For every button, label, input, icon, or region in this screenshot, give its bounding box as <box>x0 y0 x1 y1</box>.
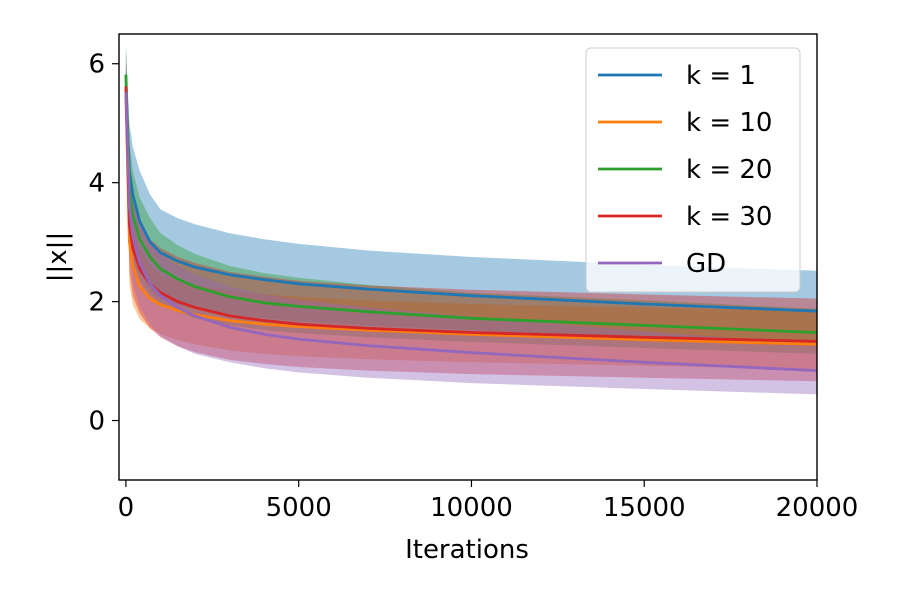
legend-label-k-30: k = 30 <box>686 202 772 232</box>
y-axis-label: ||x|| <box>43 232 73 282</box>
legend-label-k-20: k = 20 <box>686 155 772 185</box>
legend-label-gd: GD <box>686 249 726 279</box>
legend-label-k-1: k = 1 <box>686 61 756 91</box>
x-tick-label: 20000 <box>776 493 859 523</box>
x-tick-label: 15000 <box>603 493 686 523</box>
band-gd <box>125 63 817 395</box>
y-tick-label: 2 <box>88 288 105 318</box>
legend: k = 1 k = 10 k = 20 k = 30 GD <box>585 47 801 293</box>
y-tick-label: 4 <box>88 169 105 199</box>
plot-frame <box>118 33 818 481</box>
series-lines <box>124 74 817 373</box>
x-tick-label: 5000 <box>266 493 332 523</box>
x-tick-label: 10000 <box>430 493 513 523</box>
legend-frame <box>585 47 801 293</box>
band-k-20 <box>125 45 817 354</box>
band-k-30 <box>125 51 817 382</box>
line-k-1 <box>124 86 817 313</box>
y-tick-label: 6 <box>88 50 105 80</box>
x-axis-ticks: 0 5000 10000 15000 20000 <box>118 480 859 523</box>
line-k-30 <box>124 86 817 343</box>
y-axis-ticks: 0 2 4 6 <box>88 50 119 437</box>
legend-label-k-10: k = 10 <box>686 108 772 138</box>
y-tick-label: 0 <box>88 407 105 437</box>
line-gd <box>124 92 817 373</box>
line-k-20 <box>124 74 817 334</box>
x-tick-label: 0 <box>118 493 135 523</box>
x-axis-label: Iterations <box>405 535 529 565</box>
